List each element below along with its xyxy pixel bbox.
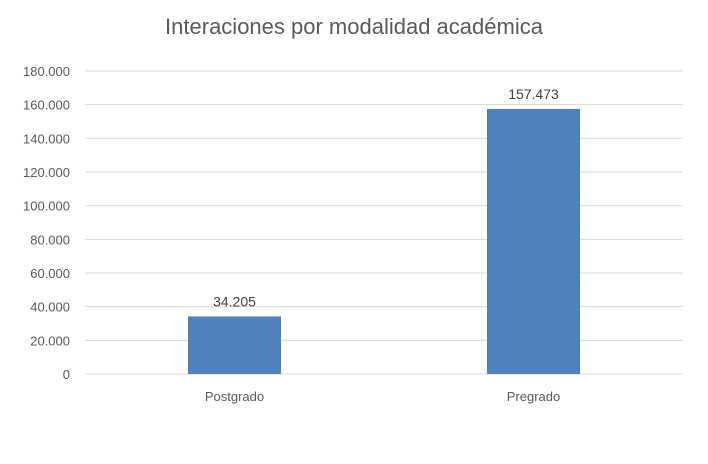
y-tick-label: 0 xyxy=(63,367,70,382)
y-tick-label: 120.000 xyxy=(23,165,70,180)
x-tick-label: Pregrado xyxy=(507,389,560,404)
y-tick-label: 140.000 xyxy=(23,131,70,146)
data-label: 34.205 xyxy=(213,293,256,309)
y-tick-label: 40.000 xyxy=(30,300,70,315)
bar xyxy=(487,108,580,375)
bar xyxy=(188,316,281,374)
y-tick-label: 100.000 xyxy=(23,199,70,214)
y-tick-label: 60.000 xyxy=(30,266,70,281)
y-tick-label: 160.000 xyxy=(23,98,70,113)
x-tick-label: Postgrado xyxy=(205,389,264,404)
y-tick-label: 20.000 xyxy=(30,333,70,348)
y-tick-label: 80.000 xyxy=(30,232,70,247)
y-tick-label: 180.000 xyxy=(23,64,70,79)
chart-title: Interaciones por modalidad académica xyxy=(165,14,543,39)
data-label: 157.473 xyxy=(508,86,559,102)
